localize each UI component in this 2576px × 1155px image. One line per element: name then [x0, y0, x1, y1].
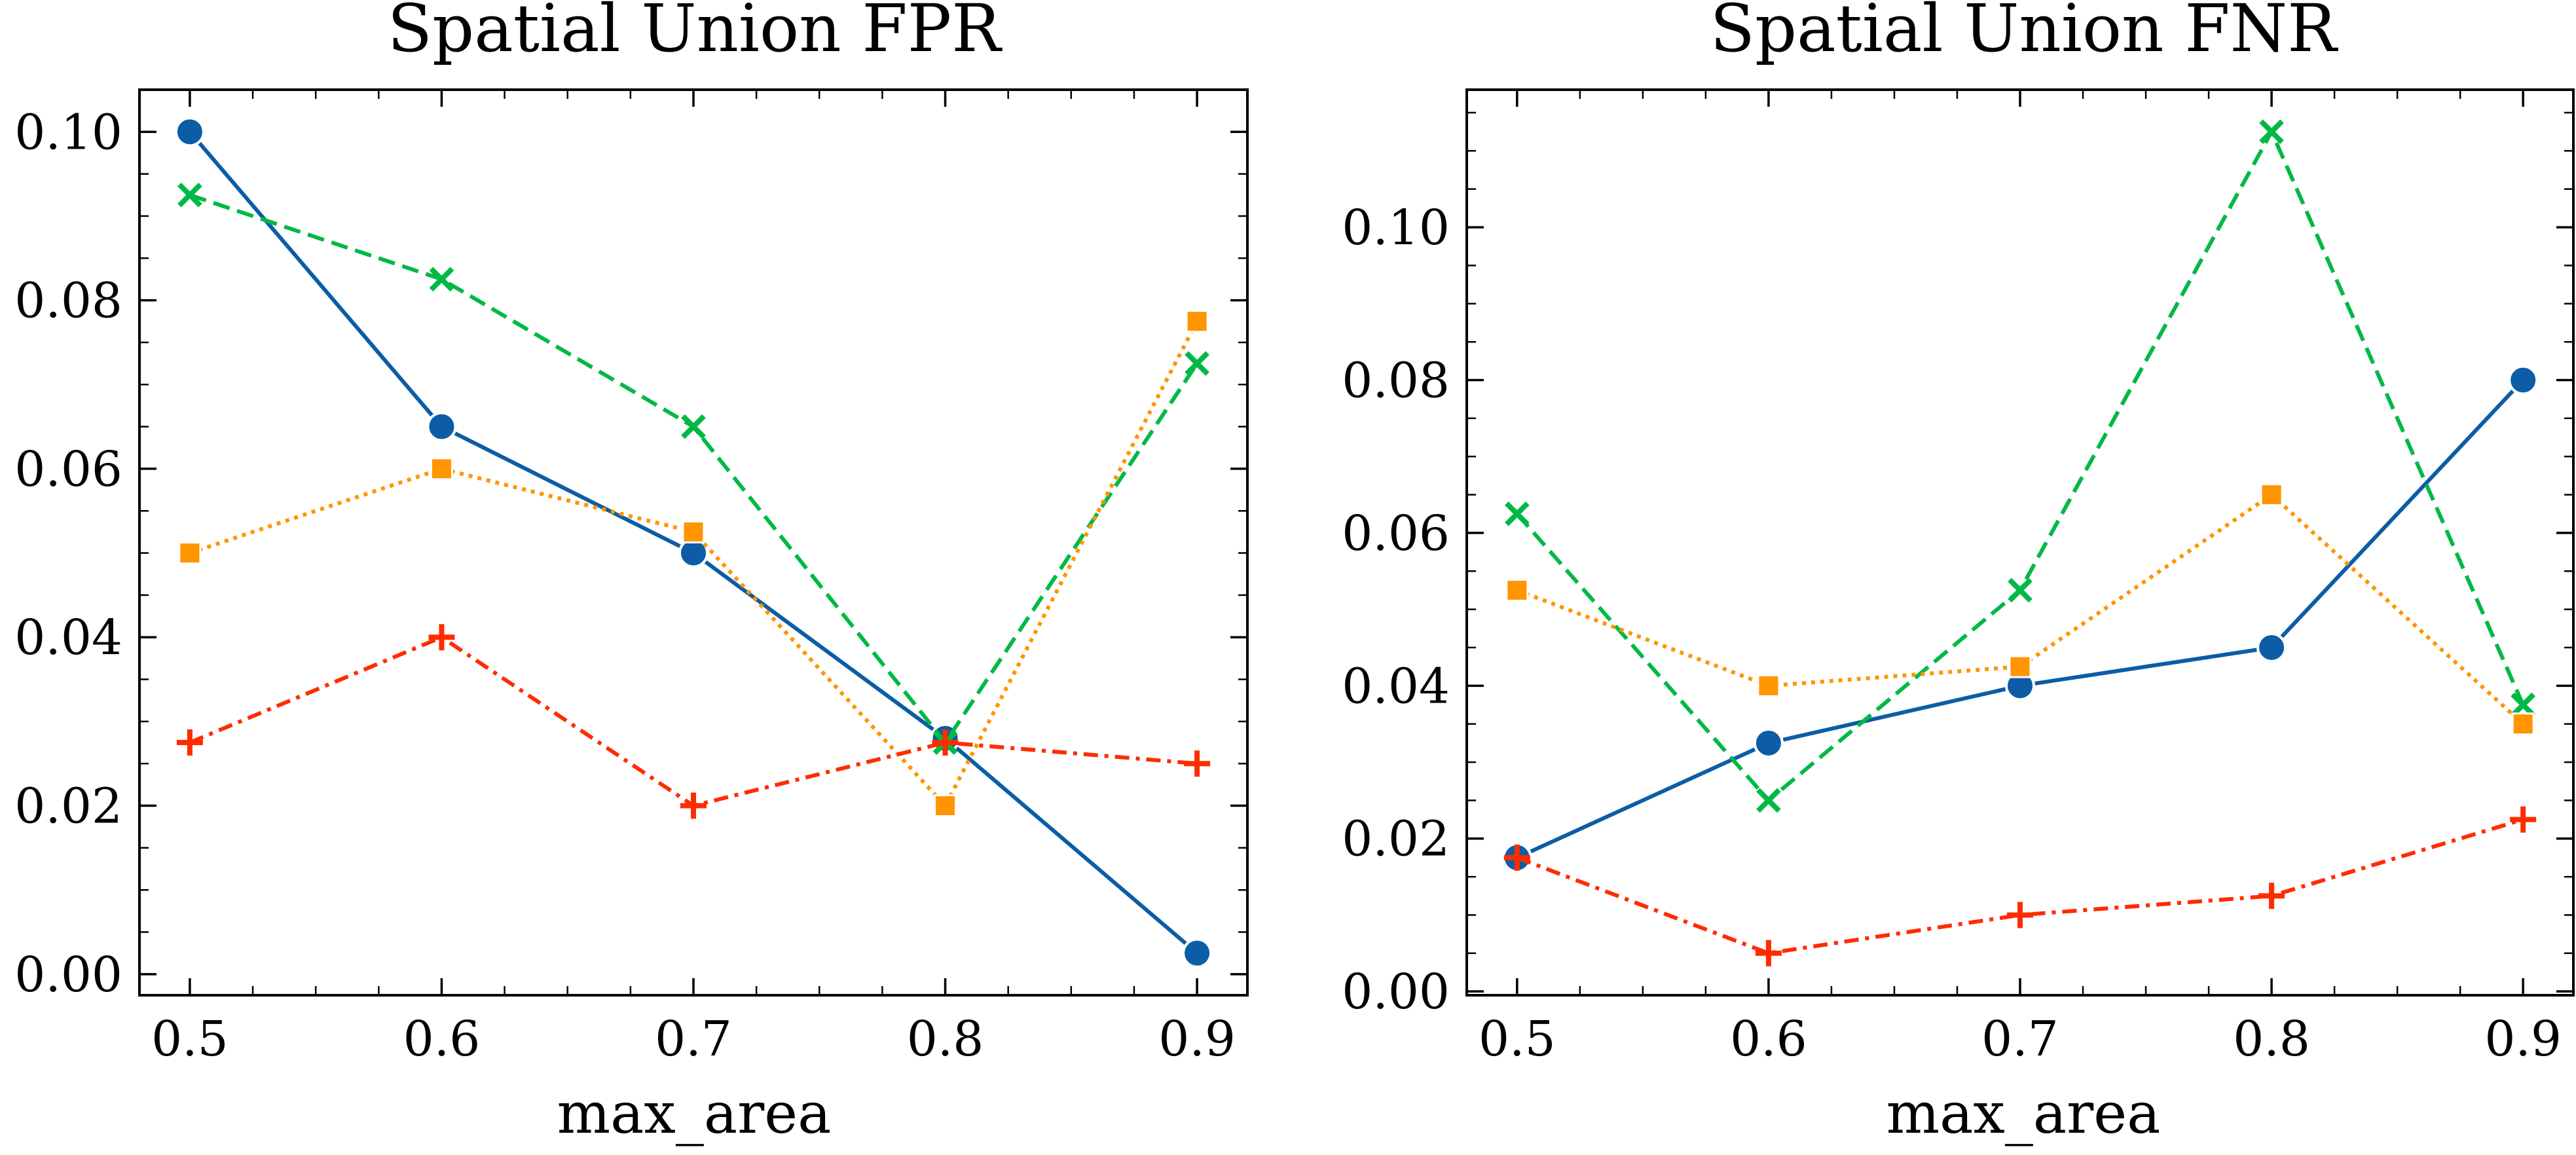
fpr-series-3-point [932, 729, 959, 756]
fpr-series-2-point [934, 794, 957, 818]
fpr-series-2-point [430, 457, 453, 481]
fpr-series-3-point [1184, 750, 1211, 777]
fnr-y-tick-label: 0.10 [1342, 200, 1450, 256]
fpr-series-2-point [178, 541, 202, 565]
fpr-series-1-point [1185, 351, 1209, 376]
fnr-series-2-point [2008, 655, 2032, 678]
fnr-series-0-point [2508, 365, 2539, 395]
fnr-series-1-point [2259, 119, 2284, 145]
fpr-series-2-point [1185, 310, 1209, 333]
fnr-series-1-point [2008, 578, 2033, 603]
fnr-x-tick-label: 0.8 [2233, 1011, 2310, 1067]
fnr-x-tick-label: 0.7 [1981, 1011, 2059, 1067]
fpr-x-tick-label: 0.7 [655, 1011, 732, 1067]
fpr-x-tick-label: 0.6 [403, 1011, 481, 1067]
fpr-series-0-point [426, 411, 457, 442]
fnr-series-0-point [2256, 632, 2287, 663]
fnr-y-tick-label: 0.00 [1342, 964, 1450, 1020]
fnr-series-1-point [2511, 692, 2536, 718]
fpr-series-3-point [176, 729, 203, 756]
fnr-series-3-line [1516, 817, 2524, 955]
fnr-series-3-point [1503, 844, 1530, 871]
fnr-y-tick-label: 0.04 [1342, 658, 1450, 714]
fnr-x-tick-label: 0.5 [1479, 1011, 1556, 1067]
fnr-series-0-line [1516, 378, 2525, 860]
fpr-series-1-point [429, 266, 454, 292]
fnr-series-3-point [2258, 883, 2285, 909]
fpr-x-tick-label: 0.5 [151, 1011, 229, 1067]
fnr-x-tick-label: 0.6 [1730, 1011, 1807, 1067]
fnr-series-0-point [1753, 727, 1784, 758]
fnr-series-3-point [2510, 806, 2537, 833]
fpr-chart-title: Spatial Union FPR [388, 0, 1003, 67]
fpr-series-1-line [189, 192, 1199, 745]
fpr-series-2-point [682, 520, 705, 543]
fnr-chart-title: Spatial Union FNR [1710, 0, 2339, 67]
fpr-series-1-point [681, 414, 706, 439]
fpr-y-tick-label: 0.10 [14, 104, 122, 160]
fnr-y-tick-label: 0.02 [1342, 811, 1450, 868]
fpr-y-tick-label: 0.00 [14, 947, 122, 1003]
fnr-series-2-point [1757, 674, 1780, 697]
fpr-chart-panel: Spatial Union FPR max_area 0.5 0.6 0.7 0.8 0… [14, 0, 1249, 1146]
fnr-plot-frame [1465, 88, 2575, 997]
fpr-series-0-point [174, 117, 205, 147]
fpr-series-3-point [680, 792, 707, 819]
fnr-series-2-point [1505, 578, 1529, 602]
fnr-x-tick-label: 0.9 [2484, 1011, 2562, 1067]
fpr-x-tick-label: 0.8 [907, 1011, 984, 1067]
fpr-y-tick-label: 0.08 [14, 273, 122, 329]
fnr-series-2-point [2511, 712, 2535, 736]
fpr-x-axis-label: max_area [557, 1081, 832, 1146]
fpr-x-tick-label: 0.9 [1158, 1011, 1236, 1067]
fpr-series-0-point [1182, 938, 1213, 968]
fnr-series-3-point [1755, 940, 1782, 966]
fpr-series-3-line [189, 635, 1198, 808]
fpr-y-tick-label: 0.02 [14, 779, 122, 835]
fnr-chart-panel: Spatial Union FNR max_area 0.5 0.6 0.7 0.8 0… [1342, 0, 2575, 1146]
fnr-x-axis-label: max_area [1886, 1081, 2161, 1146]
fpr-y-tick-label: 0.04 [14, 610, 122, 666]
fpr-series-1-point [177, 182, 202, 208]
fnr-series-3-point [2007, 902, 2033, 928]
fnr-series-1-point [1756, 788, 1781, 813]
fnr-series-1-point [1504, 501, 1530, 526]
fnr-series-2-point [2260, 483, 2283, 507]
fpr-y-tick-label: 0.06 [14, 441, 122, 498]
fpr-series-3-point [428, 624, 455, 651]
fnr-y-tick-label: 0.06 [1342, 505, 1450, 562]
fnr-y-tick-label: 0.08 [1342, 352, 1450, 409]
